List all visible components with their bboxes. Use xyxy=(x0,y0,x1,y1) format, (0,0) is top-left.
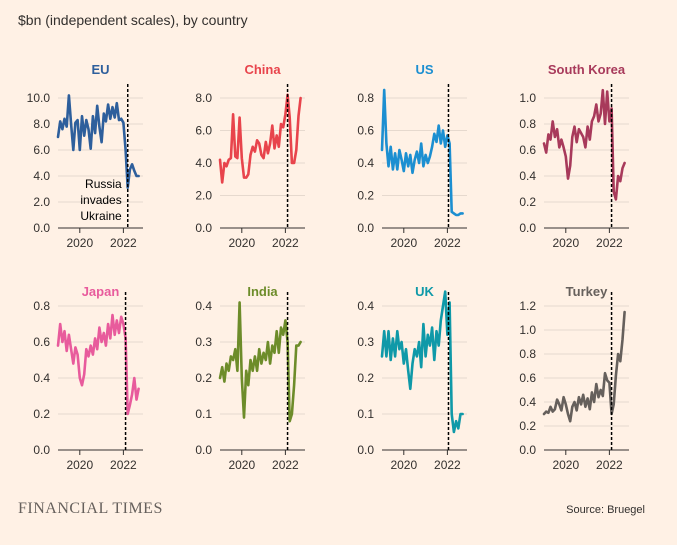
y-tick-label: 0.0 xyxy=(519,221,536,235)
y-tick-label: 1.2 xyxy=(519,299,536,313)
y-tick-label: 0.4 xyxy=(33,371,50,385)
y-tick-label: 2.0 xyxy=(195,189,212,203)
annotation-line: invades xyxy=(80,193,121,207)
panel-eu: EU 0.0 2.0 4.0 6.0 8.0 10.0 2020 2022 Russia invad… xyxy=(27,62,143,250)
series-line-japan xyxy=(56,313,140,416)
y-tick-label: 6.0 xyxy=(195,124,212,138)
y-tick-label: 4.0 xyxy=(195,156,212,170)
y-tick-label: 0.8 xyxy=(357,91,374,105)
x-tick-label: 2022 xyxy=(434,458,461,472)
y-tick-label: 8.0 xyxy=(33,117,50,131)
series-line-south-korea xyxy=(542,88,626,201)
y-tick-label: 0.4 xyxy=(519,395,536,409)
y-tick-label: 0.0 xyxy=(195,443,212,457)
y-tick-label: 4.0 xyxy=(33,169,50,183)
x-tick-label: 2022 xyxy=(596,236,623,250)
y-tick-label: 0.0 xyxy=(33,221,50,235)
panel-japan: Japan 0.0 0.2 0.4 0.6 0.8 2020 2022 xyxy=(33,284,143,472)
x-tick-label: 2020 xyxy=(228,236,255,250)
y-tick-label: 0.4 xyxy=(357,156,374,170)
y-tick-label: 0.2 xyxy=(519,195,536,209)
x-tick-label: 2020 xyxy=(66,236,93,250)
panel-title-japan: Japan xyxy=(82,284,120,299)
chart-subtitle: $bn (independent scales), by country xyxy=(18,12,248,28)
y-tick-label: 8.0 xyxy=(195,91,212,105)
y-tick-label: 0.8 xyxy=(33,299,50,313)
panel-title-china: China xyxy=(244,62,281,77)
y-tick-label: 0.4 xyxy=(519,169,536,183)
annotation-line: Russia xyxy=(85,177,122,191)
series-line-us xyxy=(380,88,464,217)
x-tick-label: 2022 xyxy=(110,458,137,472)
series-line-eu xyxy=(56,94,140,189)
y-tick-label: 0.3 xyxy=(195,335,212,349)
y-tick-label: 0.0 xyxy=(519,443,536,457)
panel-title-eu: EU xyxy=(91,62,109,77)
panel-china: China 0.0 2.0 4.0 6.0 8.0 2020 2022 xyxy=(195,62,305,250)
y-tick-label: 0.4 xyxy=(195,299,212,313)
x-tick-label: 2022 xyxy=(272,458,299,472)
y-tick-label: 10.0 xyxy=(27,91,51,105)
series-line-india xyxy=(218,301,302,423)
y-tick-label: 0.8 xyxy=(519,117,536,131)
y-tick-label: 0.0 xyxy=(357,443,374,457)
y-tick-label: 0.0 xyxy=(195,221,212,235)
y-tick-label: 0.0 xyxy=(357,221,374,235)
panel-uk: UK 0.0 0.1 0.2 0.3 0.4 2020 2022 xyxy=(357,284,467,472)
y-tick-label: 0.6 xyxy=(519,371,536,385)
panel-title-us: US xyxy=(415,62,433,77)
y-tick-label: 0.2 xyxy=(519,419,536,433)
y-tick-label: 0.8 xyxy=(519,347,536,361)
y-tick-label: 0.2 xyxy=(195,371,212,385)
x-tick-label: 2020 xyxy=(390,236,417,250)
series-line-turkey xyxy=(542,310,626,423)
series-line-uk xyxy=(380,290,464,434)
panel-title-india: India xyxy=(247,284,278,299)
x-tick-label: 2022 xyxy=(110,236,137,250)
y-tick-label: 0.2 xyxy=(33,407,50,421)
x-tick-label: 2020 xyxy=(552,458,579,472)
panel-turkey: Turkey 0.0 0.2 0.4 0.6 0.8 1.0 1.2 2020 2022 xyxy=(519,284,629,472)
x-tick-label: 2020 xyxy=(390,458,417,472)
annotation-line: Ukraine xyxy=(80,209,122,223)
y-tick-label: 0.0 xyxy=(33,443,50,457)
y-tick-label: 0.1 xyxy=(357,407,374,421)
panel-title-turkey: Turkey xyxy=(566,284,608,299)
y-tick-label: 0.6 xyxy=(33,335,50,349)
panel-india: India 0.0 0.1 0.2 0.3 0.4 2020 2022 xyxy=(195,284,305,472)
y-tick-label: 0.3 xyxy=(357,335,374,349)
panel-south-korea: South Korea 0.0 0.2 0.4 0.6 0.8 1.0 2020 2022 xyxy=(519,62,629,250)
y-tick-label: 0.4 xyxy=(357,299,374,313)
x-tick-label: 2022 xyxy=(272,236,299,250)
x-tick-label: 2020 xyxy=(228,458,255,472)
y-tick-label: 0.1 xyxy=(195,407,212,421)
x-tick-label: 2022 xyxy=(434,236,461,250)
brand-logo-text: FINANCIAL TIMES xyxy=(18,500,163,517)
y-tick-label: 1.0 xyxy=(519,91,536,105)
panel-title-south-korea: South Korea xyxy=(548,62,626,77)
source-note: Source: Bruegel xyxy=(566,504,645,516)
y-tick-label: 0.2 xyxy=(357,371,374,385)
panel-us: US 0.0 0.2 0.4 0.6 0.8 2020 2022 xyxy=(357,62,467,250)
x-tick-label: 2022 xyxy=(596,458,623,472)
x-tick-label: 2020 xyxy=(66,458,93,472)
y-tick-label: 0.6 xyxy=(357,124,374,138)
x-tick-label: 2020 xyxy=(552,236,579,250)
panel-title-uk: UK xyxy=(415,284,434,299)
series-line-china xyxy=(218,93,302,184)
y-tick-label: 0.6 xyxy=(519,143,536,157)
y-tick-label: 2.0 xyxy=(33,195,50,209)
y-tick-label: 1.0 xyxy=(519,323,536,337)
y-tick-label: 6.0 xyxy=(33,143,50,157)
y-tick-label: 0.2 xyxy=(357,189,374,203)
